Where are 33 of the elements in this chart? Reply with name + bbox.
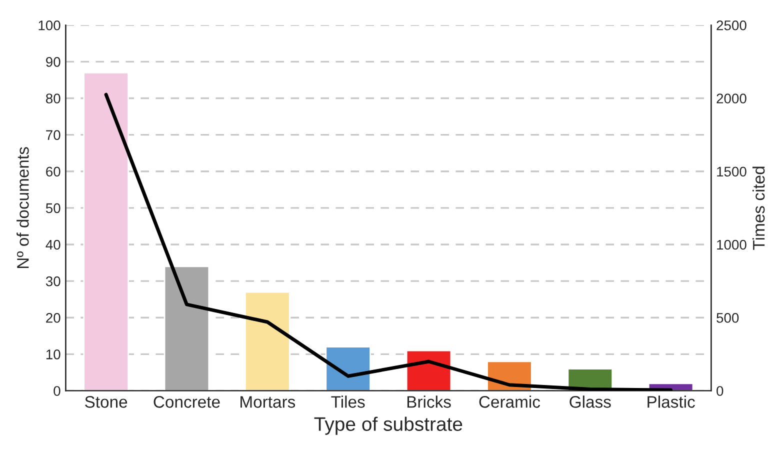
y2-tick-label: 500 [716,312,739,323]
y2-axis-title: Times cited [752,166,765,250]
x-tick-label: Bricks [407,396,451,408]
y2-tick-label: 0 [716,386,724,396]
bar [164,266,210,391]
y-tick-label: 30 [46,276,60,286]
x-tick-label: Stone [85,396,128,408]
y-tick-label: 0 [54,386,60,396]
bar [244,291,290,391]
x-tick-label: Ceramic [479,396,540,408]
y-tick-label: 10 [46,350,60,360]
x-tick-label: Plastic [648,396,695,408]
x-tick-label: Tiles [331,396,365,408]
x-axis-title: Type of substrate [314,416,462,435]
y-tick-label: 40 [46,240,60,250]
y-axis-title: Nº of documents [16,147,29,268]
y2-tick-label: 2000 [716,94,746,104]
y2-tick-label: 1000 [717,240,746,250]
line-series [104,92,673,391]
x-tick-label: Concrete [154,396,220,408]
x-tick-label: Glass [570,396,611,408]
x-tick-label: Mortars [240,396,296,408]
y2-tick-label: 2500 [716,20,746,30]
y2-tick-label: 1500 [717,166,746,177]
y-tick-label: 100 [38,20,60,30]
y-tick-label: 60 [46,166,60,177]
bar [83,72,129,391]
y-tick-label: 20 [46,312,60,323]
bar [325,346,371,391]
y-tick-label: 80 [46,94,60,104]
y-tick-label: 50 [46,203,60,214]
y-tick-label: 90 [46,57,60,67]
y-tick-label: 70 [46,130,60,140]
